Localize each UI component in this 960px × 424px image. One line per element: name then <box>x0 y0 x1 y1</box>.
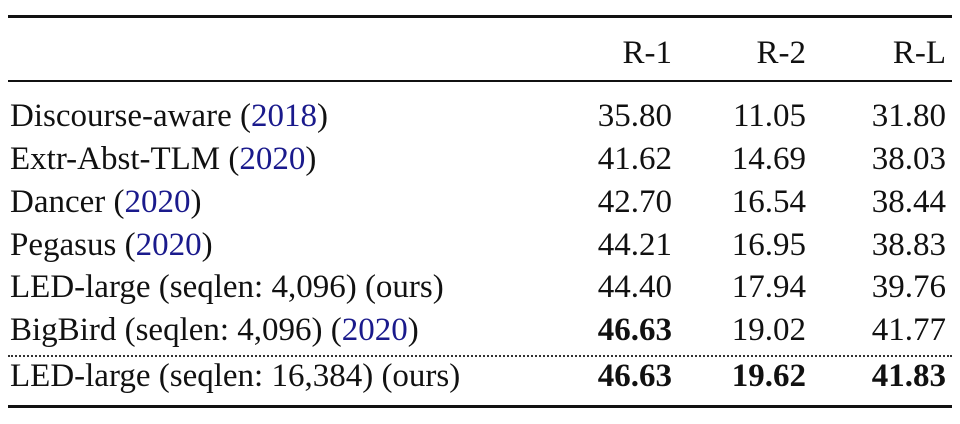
model-name: Dancer (2020) <box>10 184 202 220</box>
citation-year-link[interactable]: 2018 <box>250 98 317 134</box>
table-top-rule <box>8 15 952 18</box>
citation-year-link[interactable]: 2020 <box>239 141 306 177</box>
table-row: LED-large (seqlen: 4,096) (ours) 44.40 1… <box>0 267 960 307</box>
model-name: BigBird (seqlen: 4,096) (2020) <box>10 312 419 348</box>
citation-year-link[interactable]: 2020 <box>135 227 202 263</box>
table-row: LED-large (seqlen: 16,384) (ours) 46.63 … <box>0 356 960 396</box>
table-header-rule <box>8 80 952 82</box>
citation-year-link[interactable]: 2020 <box>124 184 191 220</box>
model-name: LED-large (seqlen: 16,384) (ours) <box>10 358 461 394</box>
header-r2: R-2 <box>756 35 807 71</box>
table-dotted-separator <box>8 355 952 357</box>
model-name: Pegasus (2020) <box>10 227 213 263</box>
r1-value: 41.62 <box>597 141 672 177</box>
rl-value: 39.76 <box>871 269 946 305</box>
r2-value: 17.94 <box>731 269 806 305</box>
rl-value: 31.80 <box>871 98 946 134</box>
model-name: Discourse-aware (2018) <box>10 98 328 134</box>
rl-value-best: 41.83 <box>871 358 946 394</box>
rl-value: 38.03 <box>871 141 946 177</box>
header-r1: R-1 <box>622 35 673 71</box>
r2-value: 11.05 <box>732 98 806 134</box>
r1-value-best: 46.63 <box>597 312 672 348</box>
r2-value: 16.54 <box>731 184 806 220</box>
r2-value-best: 19.62 <box>731 358 806 394</box>
r1-value: 42.70 <box>597 184 672 220</box>
rl-value: 38.44 <box>871 184 946 220</box>
r1-value: 35.80 <box>597 98 672 134</box>
r2-value: 16.95 <box>731 227 806 263</box>
model-name: Extr-Abst-TLM (2020) <box>10 141 317 177</box>
r2-value: 19.02 <box>731 312 806 348</box>
table-row: Pegasus (2020) 44.21 16.95 38.83 <box>0 225 960 265</box>
rl-value: 41.77 <box>871 312 946 348</box>
r1-value-best: 46.63 <box>597 358 672 394</box>
table-row: BigBird (seqlen: 4,096) (2020) 46.63 19.… <box>0 310 960 350</box>
table-row: Extr-Abst-TLM (2020) 41.62 14.69 38.03 <box>0 139 960 179</box>
table-row: Discourse-aware (2018) 35.80 11.05 31.80 <box>0 96 960 136</box>
r1-value: 44.40 <box>597 269 672 305</box>
r1-value: 44.21 <box>597 227 672 263</box>
rl-value: 38.83 <box>871 227 946 263</box>
table-row: Dancer (2020) 42.70 16.54 38.44 <box>0 182 960 222</box>
header-rl: R-L <box>892 35 946 71</box>
citation-year-link[interactable]: 2020 <box>341 312 408 348</box>
model-name: LED-large (seqlen: 4,096) (ours) <box>10 269 444 305</box>
table-header-row: R-1 R-2 R-L <box>0 33 960 73</box>
r2-value: 14.69 <box>731 141 806 177</box>
table-bottom-rule <box>8 405 952 408</box>
